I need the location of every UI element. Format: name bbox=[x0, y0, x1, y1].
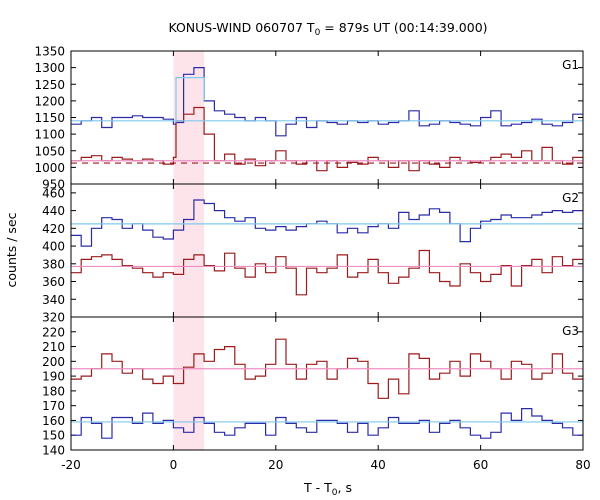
panel-g1: 950 1000 1050 1100 1150 1200 1250 1300 1350 G1 bbox=[34, 45, 584, 192]
y-tick-label: 180 bbox=[42, 384, 65, 398]
y-tick-label: 1200 bbox=[34, 94, 65, 108]
x-axis-label-subscript: 0 bbox=[332, 488, 338, 498]
y-tick-label: 1050 bbox=[34, 144, 65, 158]
chart-title-suffix: = 879s UT (00:14:39.000) bbox=[320, 20, 487, 35]
x-tick-label: 60 bbox=[473, 458, 488, 472]
chart-title-subscript: 0 bbox=[315, 28, 321, 38]
x-tick-label: -20 bbox=[61, 458, 81, 472]
x-tick-label: 40 bbox=[371, 458, 386, 472]
x-axis-label-suffix: , s bbox=[338, 480, 352, 495]
panel-frame bbox=[70, 316, 584, 451]
y-tick-label: 1150 bbox=[34, 111, 65, 125]
x-tick-label: 0 bbox=[170, 458, 178, 472]
x-tick-label: 80 bbox=[575, 458, 590, 472]
y-tick-label: 170 bbox=[42, 399, 65, 413]
svg-text:KONUS-WIND 060707 T0 = 879s UT: KONUS-WIND 060707 T0 = 879s UT (00:14:39… bbox=[168, 20, 487, 38]
panel-label: G3 bbox=[562, 324, 579, 338]
series-g3-blue-step bbox=[71, 408, 583, 439]
chart-title-prefix: KONUS-WIND 060707 T bbox=[168, 20, 314, 35]
y-tick-label: 1000 bbox=[34, 161, 65, 175]
y-axis-label: counts / sec bbox=[4, 212, 19, 287]
y-tick-label: 160 bbox=[42, 414, 65, 428]
y-tick-label: 220 bbox=[42, 325, 65, 339]
y-tick-label: 1250 bbox=[34, 78, 65, 92]
y-tick-label: 140 bbox=[42, 444, 65, 458]
panel-frame bbox=[70, 183, 584, 318]
y-tick-label: 380 bbox=[42, 257, 65, 271]
y-tick-label: 400 bbox=[42, 240, 65, 254]
y-tick-label: 950 bbox=[42, 178, 65, 192]
y-tick-label: 1100 bbox=[34, 128, 65, 142]
y-tick-label: 360 bbox=[42, 275, 65, 289]
y-tick-label: 320 bbox=[42, 311, 65, 325]
shaded-interval bbox=[173, 51, 205, 450]
panel-label: G1 bbox=[562, 58, 579, 72]
y-tick-label: 200 bbox=[42, 355, 65, 369]
series-g2-red-step bbox=[71, 249, 583, 296]
y-tick-label: 210 bbox=[42, 340, 65, 354]
plot-layer: 950 1000 1050 1100 1150 1200 1250 1300 1350 G1 320… bbox=[34, 45, 590, 473]
panel-label: G2 bbox=[562, 191, 579, 205]
series-g1-light_blue-step bbox=[175, 77, 205, 123]
y-tick-label: 460 bbox=[42, 186, 65, 200]
y-tick-label: 340 bbox=[42, 293, 65, 307]
series-g1-blue-step bbox=[71, 67, 583, 137]
x-tick-label: 20 bbox=[268, 458, 283, 472]
x-axis-label: T - T0, s bbox=[303, 480, 352, 498]
x-axis-label-prefix: T - T bbox=[303, 480, 332, 495]
y-tick-label: 420 bbox=[42, 222, 65, 236]
y-tick-label: 440 bbox=[42, 204, 65, 218]
y-tick-label: 190 bbox=[42, 370, 65, 384]
y-tick-label: 150 bbox=[42, 429, 65, 443]
y-tick-label: 1350 bbox=[34, 45, 65, 59]
y-tick-label: 1300 bbox=[34, 61, 65, 75]
chart-title: KONUS-WIND 060707 T0 = 879s UT (00:14:39… bbox=[168, 20, 487, 38]
x-axis: -20 0 20 40 60 80 bbox=[61, 458, 590, 472]
series-g2-blue-step bbox=[71, 199, 583, 247]
panel-g2: 320 340 360 380 400 420 440 460 G2 bbox=[42, 183, 584, 325]
